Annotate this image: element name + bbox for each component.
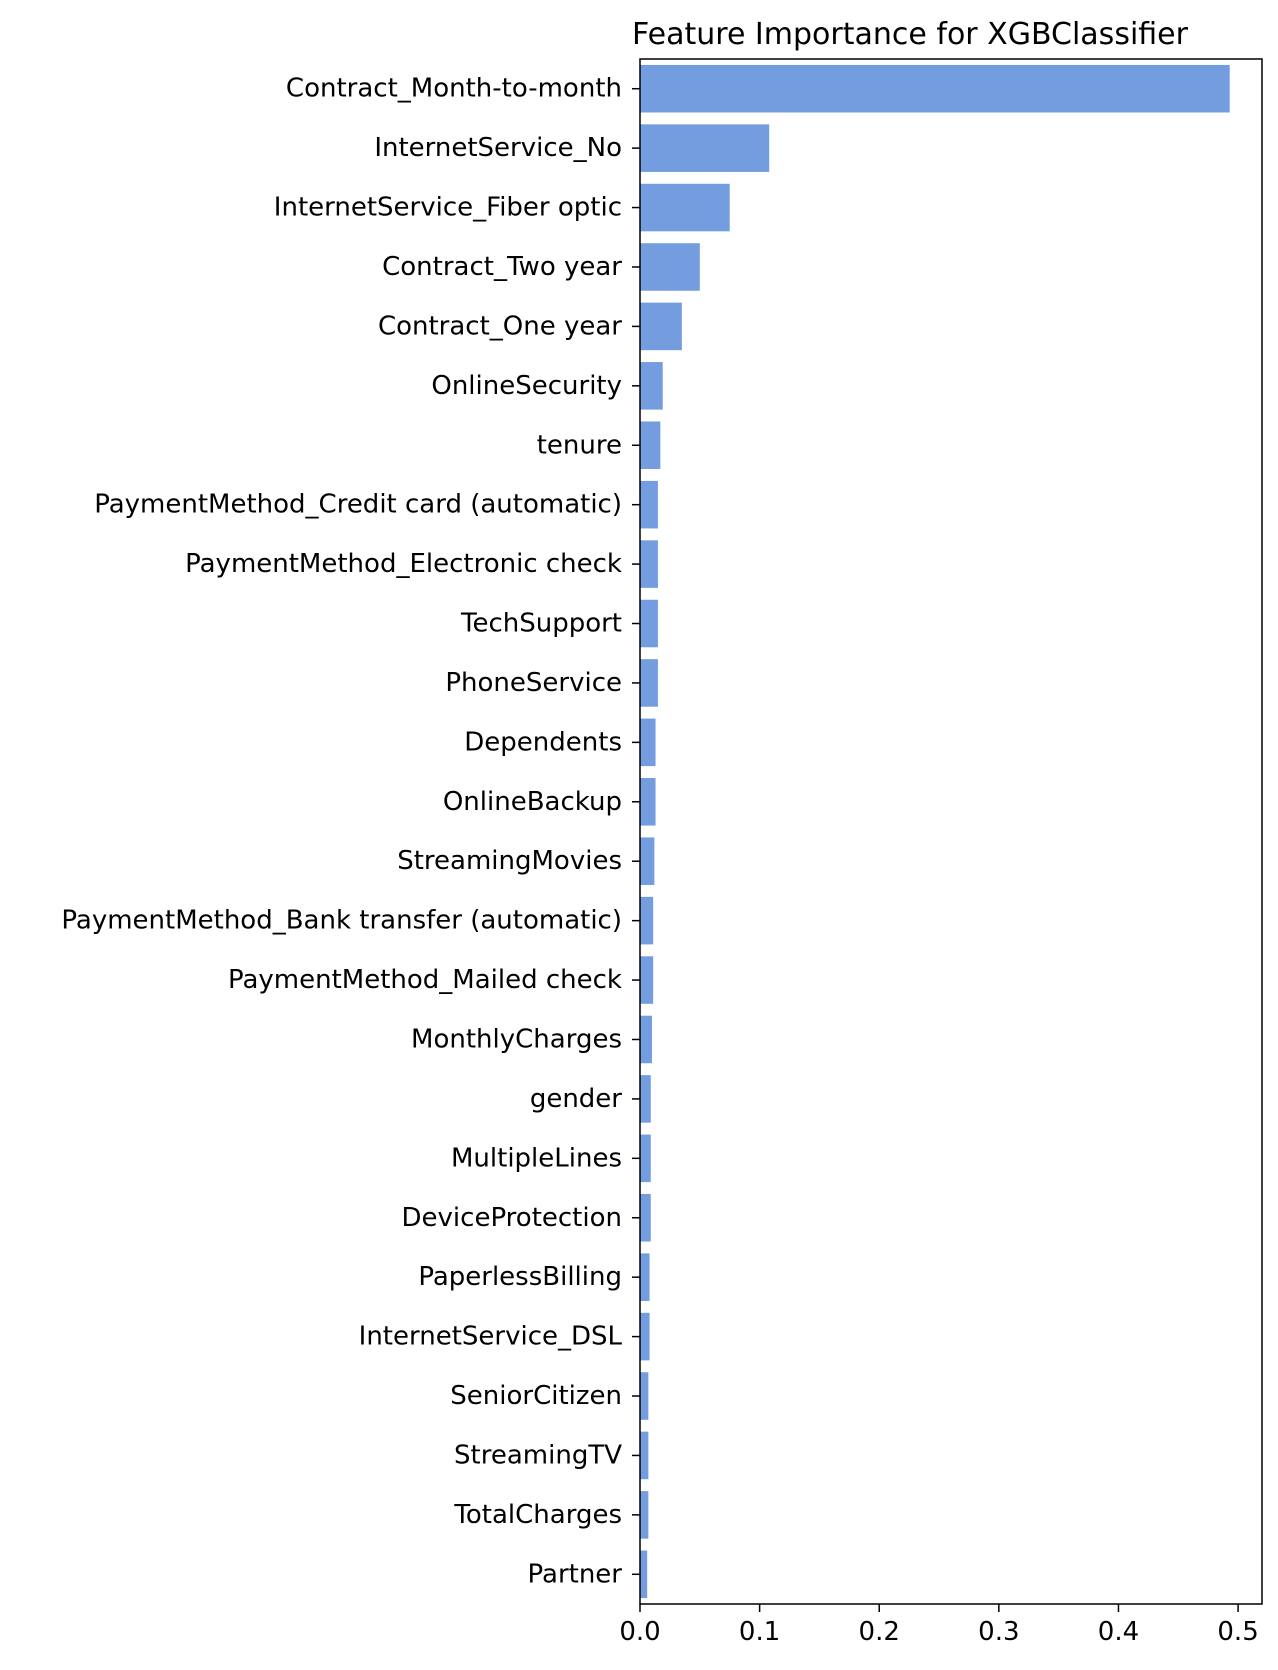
- bar: [640, 362, 663, 410]
- bar: [640, 1253, 650, 1301]
- bar: [640, 896, 654, 945]
- bar: [640, 1312, 650, 1361]
- bar: [640, 183, 730, 232]
- category-label: gender: [530, 1084, 622, 1114]
- category-label: SeniorCitizen: [450, 1381, 622, 1411]
- chart-title: Feature Importance for XGBClassifier: [632, 17, 1189, 52]
- bar: [640, 64, 1230, 113]
- x-tick-label: 0.5: [1217, 1617, 1258, 1647]
- bar: [640, 956, 654, 1004]
- bar: [640, 1075, 651, 1123]
- category-label: PaymentMethod_Credit card (automatic): [94, 490, 622, 520]
- x-tick-label: 0.0: [619, 1617, 660, 1647]
- category-label: PhoneService: [445, 668, 622, 698]
- bar: [640, 1550, 648, 1599]
- category-label: Contract_Two year: [382, 252, 622, 282]
- category-label: PaymentMethod_Mailed check: [228, 965, 622, 995]
- bar: [640, 1372, 649, 1420]
- category-label: OnlineSecurity: [431, 371, 622, 401]
- bar: [640, 540, 658, 588]
- category-label: InternetService_DSL: [359, 1322, 623, 1352]
- bar: [640, 599, 658, 648]
- x-ticks-group: 0.0 0.1 0.2 0.3 0.4 0.5: [619, 1604, 1259, 1647]
- category-label: InternetService_Fiber optic: [274, 193, 622, 223]
- category-label: OnlineBackup: [443, 787, 622, 817]
- bar: [640, 778, 656, 826]
- category-label: Partner: [528, 1559, 623, 1589]
- bar: [640, 659, 658, 707]
- plot-frame: [639, 58, 1263, 1605]
- category-label: PaymentMethod_Electronic check: [185, 549, 622, 579]
- category-label: TotalCharges: [453, 1500, 622, 1530]
- bar: [640, 1431, 649, 1480]
- bar: [640, 1015, 652, 1064]
- category-label: DeviceProtection: [402, 1203, 622, 1233]
- bar: [640, 1134, 651, 1183]
- x-tick-label: 0.2: [859, 1617, 900, 1647]
- category-label: Contract_Month-to-month: [286, 74, 622, 104]
- category-label: tenure: [537, 430, 622, 460]
- bar: [640, 124, 770, 172]
- x-tick-label: 0.1: [739, 1617, 780, 1647]
- bar: [640, 1491, 649, 1539]
- category-label: Contract_One year: [378, 311, 622, 341]
- bar: [640, 837, 655, 885]
- x-tick-label: 0.4: [1098, 1617, 1139, 1647]
- category-label: StreamingTV: [454, 1440, 622, 1470]
- category-label: StreamingMovies: [397, 846, 622, 876]
- bar: [640, 302, 682, 351]
- bar: [640, 1193, 651, 1242]
- category-label: TechSupport: [460, 609, 622, 639]
- category-label: Dependents: [464, 727, 622, 757]
- bars-group: [640, 64, 1230, 1599]
- bar: [640, 243, 700, 291]
- category-label: PaymentMethod_Bank transfer (automatic): [61, 906, 622, 936]
- bar: [640, 718, 656, 767]
- category-label: MultipleLines: [451, 1143, 622, 1173]
- category-label: PaperlessBilling: [418, 1262, 622, 1292]
- category-labels-group: Contract_Month-to-month InternetService_N…: [61, 74, 640, 1589]
- category-label: MonthlyCharges: [411, 1024, 622, 1054]
- bar: [640, 421, 661, 470]
- category-label: InternetService_No: [374, 133, 622, 163]
- bar: [640, 480, 658, 529]
- x-tick-label: 0.3: [978, 1617, 1019, 1647]
